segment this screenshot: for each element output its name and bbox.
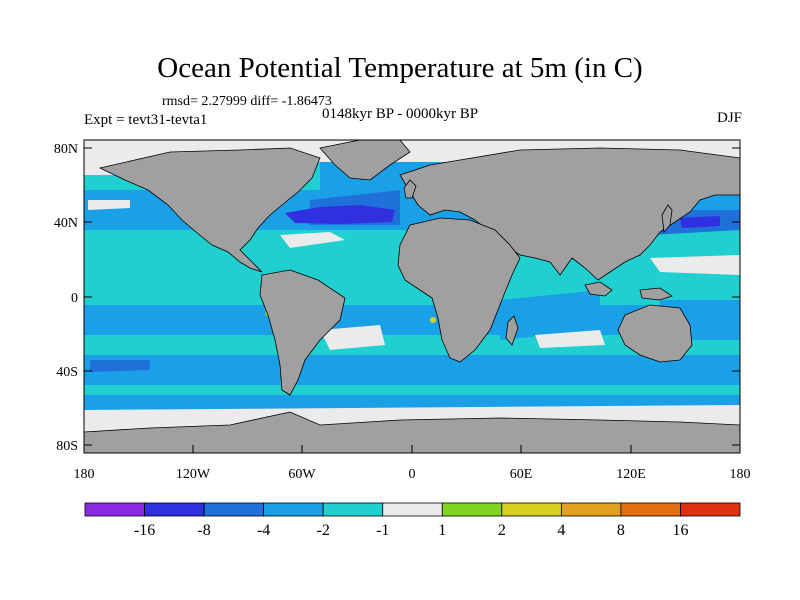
colorbar-label: 16 [672,522,688,539]
colorbar-bin [680,502,741,517]
lon-label: 120E [616,467,646,482]
experiment-label: Expt = tevt31-tevta1 [84,112,208,128]
statistics-text: rmsd= 2.27999 diff= -1.86473 [162,94,332,109]
land-masses [84,140,740,453]
indonesia [584,281,613,297]
colorbar-bin [84,502,145,517]
colorbar-bin [620,502,681,517]
lon-label: 60W [288,467,316,482]
colorbar [84,502,741,517]
latitude-ticks [84,147,740,446]
colorbar-bin [382,502,443,517]
colorbar-label: 1 [438,522,446,539]
colorbar-label: -16 [134,522,155,539]
lon-label: 0 [409,467,416,482]
lon-label: 120W [176,467,211,482]
colorbar-bin [441,502,503,517]
latitude-labels: 80N 40N 0 40S 80S [54,142,78,454]
lon-label: 180 [74,467,95,482]
colorbar-bin [560,502,622,517]
colorbar-bin [263,502,324,517]
british-isles [403,179,417,199]
japan [661,204,673,233]
colorbar-label: -8 [197,522,210,539]
colorbar-label: -4 [257,522,270,539]
colorbar-label: -2 [317,522,330,539]
colorbar-label: 2 [498,522,506,539]
north-america [98,147,321,273]
madagascar [505,315,519,346]
new-guinea [639,287,673,301]
figure-title: Ocean Potential Temperature at 5m (in C) [157,52,643,84]
lon-label: 60E [510,467,533,482]
map-panel [84,140,740,453]
lat-label: 40S [56,365,78,380]
south-america [259,269,346,396]
colorbar-bin [203,502,265,517]
greenland [319,140,411,181]
period-label: 0148kyr BP - 0000kyr BP [322,106,479,122]
colorbar-bin [501,502,562,517]
colorbar-bin [322,502,384,517]
lat-label: 0 [71,291,78,306]
colorbar-labels: -16 -8 -4 -2 -1 1 2 4 8 16 [134,522,689,539]
longitude-ticks [83,445,741,453]
colorbar-bin [144,502,205,517]
colorbar-label: 4 [557,522,565,539]
colorbar-label: -1 [376,522,389,539]
africa [397,217,521,363]
lat-label: 80S [56,439,78,454]
anomaly-minus8-regions [285,205,720,228]
lat-label: 40N [54,216,78,231]
colorbar-label: 8 [617,522,625,539]
australia [617,304,693,363]
longitude-labels: 180 120W 60W 0 60E 120E 180 [74,467,751,482]
lon-label: 180 [730,467,751,482]
eurasia [399,147,740,281]
season-label: DJF [716,110,742,126]
antarctica [84,411,740,453]
lat-label: 80N [54,142,78,157]
